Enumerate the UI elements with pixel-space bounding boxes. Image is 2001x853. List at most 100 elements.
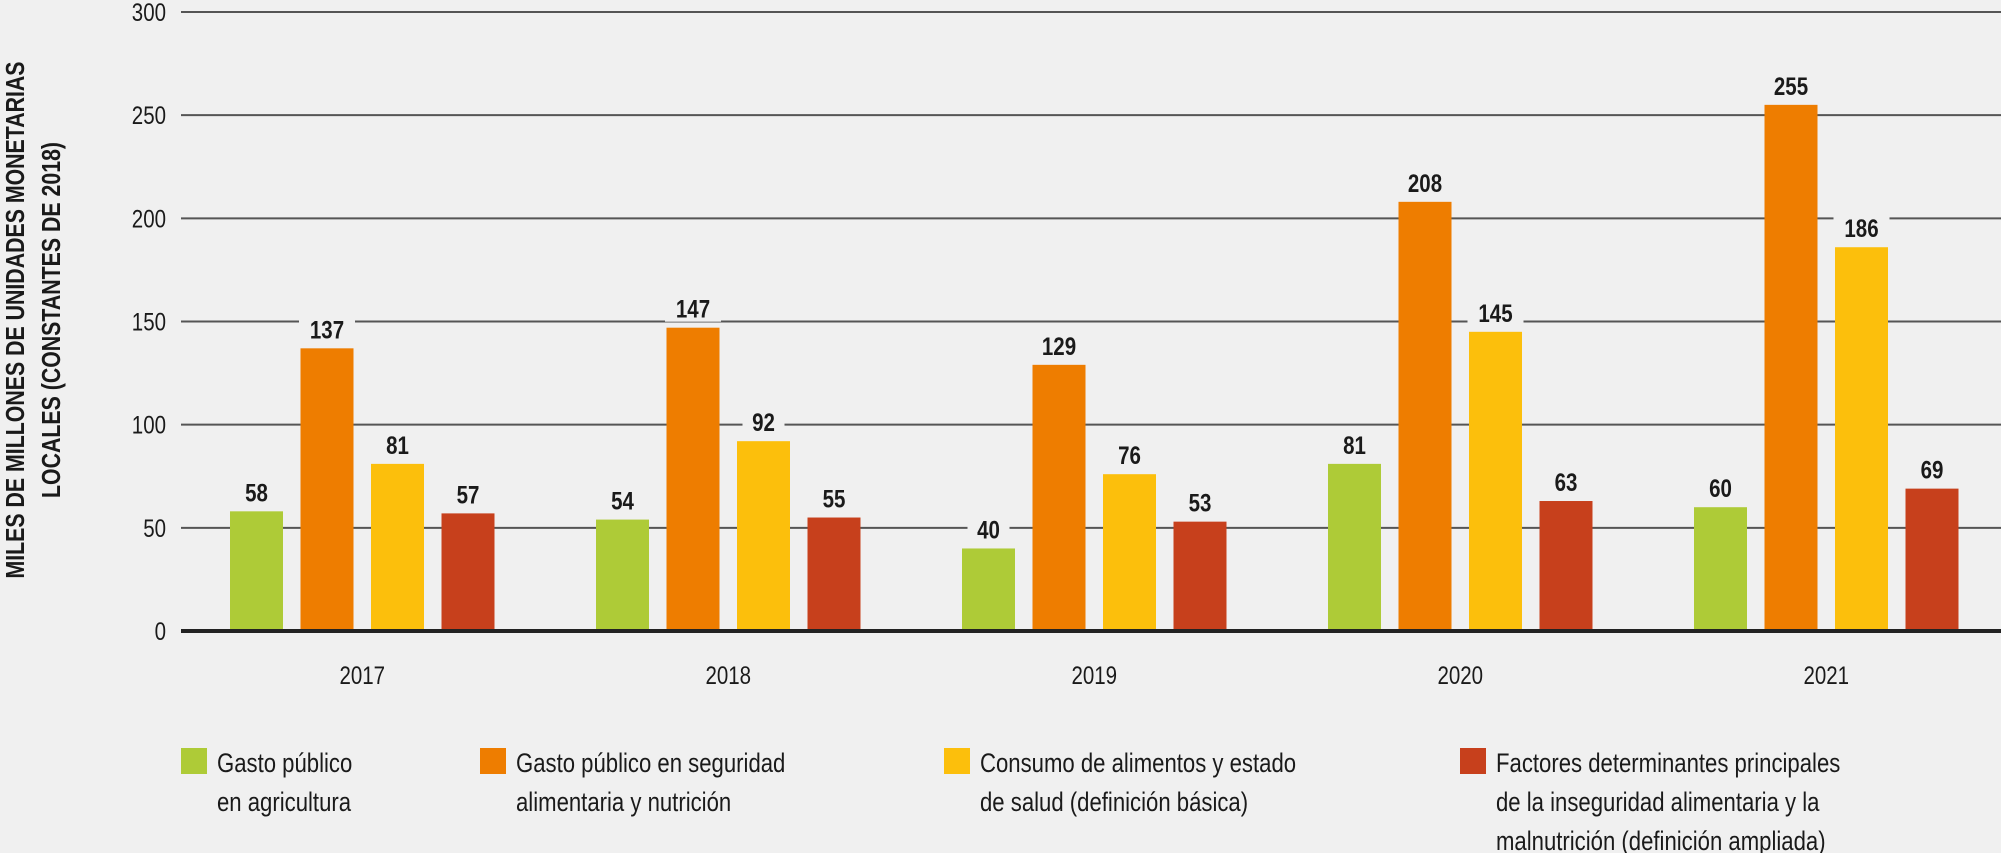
bar xyxy=(1539,501,1593,631)
bar xyxy=(962,548,1015,631)
value-label-knockout xyxy=(1545,467,1587,496)
value-label-knockout xyxy=(235,477,278,506)
bar xyxy=(1032,364,1086,631)
value-label: 57 xyxy=(457,480,480,508)
bar xyxy=(1905,488,1959,631)
bar xyxy=(1835,247,1888,631)
value-label-group: 186 xyxy=(1844,214,1878,242)
legend-label-line: en agricultura xyxy=(217,788,351,818)
value-label-knockout xyxy=(1031,330,1087,359)
legend-label-line-group: malnutrición (definición ampliada) xyxy=(1496,827,1826,853)
legend-label-line-group: alimentaria y nutrición xyxy=(516,788,731,818)
value-label-knockout xyxy=(1333,429,1376,458)
legend-swatch xyxy=(944,748,970,774)
x-tick-label: 2018 xyxy=(705,661,751,689)
value-label: 54 xyxy=(611,487,634,515)
bar xyxy=(1694,507,1747,631)
y-axis-ticks: 0 50 100 150 200 250 300 xyxy=(132,0,166,645)
value-label: 58 xyxy=(245,478,268,506)
legend-swatch xyxy=(1460,748,1486,774)
value-label-group: 58 xyxy=(245,478,268,506)
x-tick-label: 2020 xyxy=(1437,661,1483,689)
legend-label-line: Gasto público en seguridad xyxy=(516,749,785,779)
value-label-group: 57 xyxy=(457,480,480,508)
legend-item: Consumo de alimentos y estado de salud (d… xyxy=(944,748,1296,818)
value-label-knockout xyxy=(665,293,721,322)
value-label: 40 xyxy=(977,516,1000,544)
value-label-group: 145 xyxy=(1478,299,1512,327)
y-tick-label: 300 xyxy=(132,0,166,26)
value-label-group: 129 xyxy=(1042,332,1076,360)
x-axis-ticks: 2017 2018 2019 2020 2021 xyxy=(339,661,1849,689)
value-label: 147 xyxy=(676,295,710,323)
value-label-knockout xyxy=(1108,440,1151,469)
y-tick-label: 100 xyxy=(132,411,166,439)
legend-label-line-group: Factores determinantes principales xyxy=(1496,749,1840,779)
legend-swatch xyxy=(480,748,506,774)
legend-label-line-group: en agricultura xyxy=(217,788,351,818)
legend-label-line: malnutrición (definición ampliada) xyxy=(1496,827,1826,853)
value-label-knockout xyxy=(1179,487,1221,516)
bars xyxy=(230,104,1959,632)
value-label: 63 xyxy=(1555,468,1578,496)
value-label: 81 xyxy=(1343,431,1366,459)
value-label-knockout xyxy=(1911,454,1953,483)
legend-label-line: Gasto público xyxy=(217,749,352,779)
value-label: 69 xyxy=(1921,456,1944,484)
value-label-knockout xyxy=(376,429,419,458)
x-tick-label-group: 2018 xyxy=(705,661,751,689)
value-label: 145 xyxy=(1478,299,1512,327)
gridlines xyxy=(181,11,2001,529)
y-axis-title-line-group: LOCALES (CONSTANTES DE 2018) xyxy=(37,142,67,498)
y-axis-title-line-group: MILES DE MILLONES DE UNIDADES MONETARIAS xyxy=(1,61,31,578)
value-label-group: 69 xyxy=(1921,456,1944,484)
y-tick-label-group: 150 xyxy=(132,308,166,336)
value-label-knockout xyxy=(967,514,1010,543)
value-label-group: 137 xyxy=(310,315,344,343)
bar xyxy=(1469,331,1522,631)
legend-label-line-group: Gasto público xyxy=(217,749,352,779)
value-label: 60 xyxy=(1709,474,1732,502)
y-axis-title-line: LOCALES (CONSTANTES DE 2018) xyxy=(37,142,67,498)
legend-label-line-group: de salud (definición básica) xyxy=(980,788,1248,818)
value-label-group: 76 xyxy=(1118,441,1141,469)
value-label: 186 xyxy=(1844,214,1878,242)
value-label-group: 255 xyxy=(1774,72,1808,100)
value-label-knockout xyxy=(1397,167,1453,196)
bar xyxy=(441,513,495,631)
bar xyxy=(596,519,649,631)
y-tick-label-group: 0 xyxy=(155,617,166,645)
value-label: 81 xyxy=(386,431,409,459)
legend-label-line: Factores determinantes principales xyxy=(1496,749,1840,779)
value-label-group: 53 xyxy=(1189,489,1212,517)
x-tick-label-group: 2019 xyxy=(1071,661,1117,689)
value-label: 208 xyxy=(1408,169,1442,197)
value-label: 76 xyxy=(1118,441,1141,469)
bar xyxy=(230,511,283,631)
x-tick-label: 2019 xyxy=(1071,661,1117,689)
value-label-group: 54 xyxy=(611,487,634,515)
value-label-group: 81 xyxy=(1343,431,1366,459)
value-label-group: 55 xyxy=(823,485,846,513)
value-label-group: 81 xyxy=(386,431,409,459)
x-tick-label-group: 2020 xyxy=(1437,661,1483,689)
y-axis-title: MILES DE MILLONES DE UNIDADES MONETARIAS… xyxy=(1,61,67,578)
value-label-knockout xyxy=(299,314,355,343)
value-label-knockout xyxy=(1833,213,1890,242)
legend-label-line-group: Consumo de alimentos y estado xyxy=(980,749,1296,779)
y-tick-label-group: 200 xyxy=(132,204,166,232)
y-tick-label-group: 250 xyxy=(132,101,166,129)
y-tick-label: 0 xyxy=(155,617,166,645)
y-tick-label: 150 xyxy=(132,308,166,336)
y-tick-label-group: 50 xyxy=(143,514,166,542)
legend-swatch xyxy=(181,748,207,774)
y-tick-label: 250 xyxy=(132,101,166,129)
value-label-knockout xyxy=(742,407,785,436)
x-tick-label: 2017 xyxy=(339,661,385,689)
bar xyxy=(666,327,720,631)
value-label: 129 xyxy=(1042,332,1076,360)
y-axis-title-line: MILES DE MILLONES DE UNIDADES MONETARIAS xyxy=(1,61,31,578)
bar xyxy=(1398,201,1452,631)
legend-label-line: Consumo de alimentos y estado xyxy=(980,749,1296,779)
